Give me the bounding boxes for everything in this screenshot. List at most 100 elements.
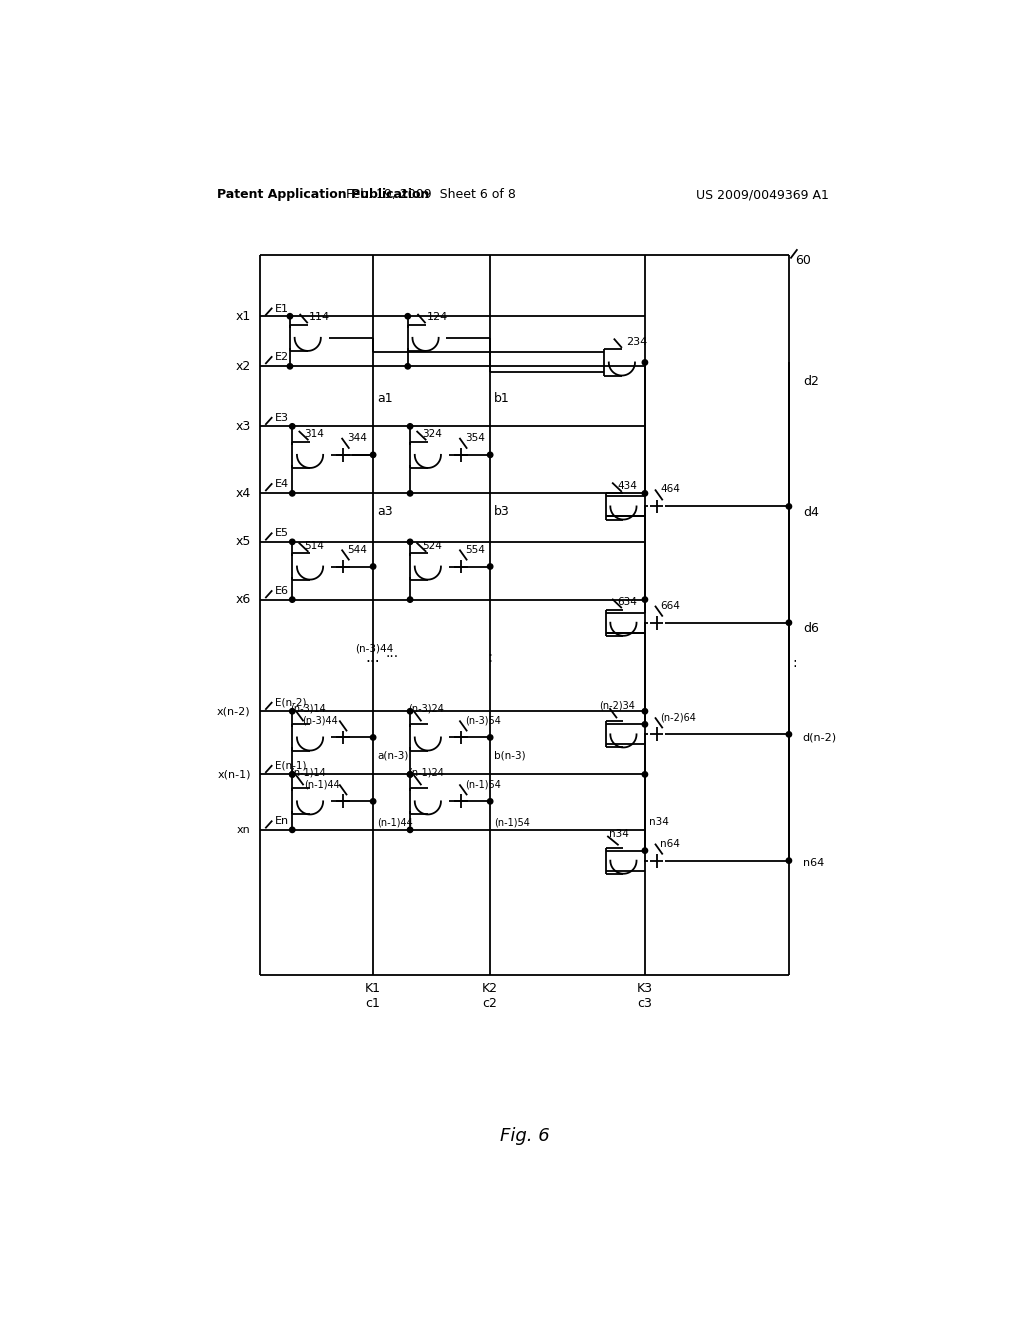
Text: 544: 544 (347, 545, 367, 554)
Circle shape (290, 539, 295, 545)
Circle shape (335, 729, 351, 746)
Text: (n-3)14: (n-3)14 (290, 704, 326, 714)
Text: xn: xn (237, 825, 251, 834)
Text: b3: b3 (494, 504, 510, 517)
Circle shape (637, 730, 644, 738)
Text: US 2009/0049369 A1: US 2009/0049369 A1 (695, 187, 828, 201)
Circle shape (453, 446, 469, 463)
Circle shape (648, 498, 665, 515)
Text: E2: E2 (274, 352, 289, 362)
Text: x1: x1 (236, 310, 251, 323)
Circle shape (290, 424, 295, 429)
Text: E3: E3 (274, 413, 289, 422)
Text: (n-1)54: (n-1)54 (465, 779, 501, 789)
Text: E(n-2): E(n-2) (274, 698, 306, 708)
Text: a3: a3 (377, 504, 392, 517)
Text: 524: 524 (422, 541, 442, 550)
Circle shape (371, 735, 376, 741)
Circle shape (324, 562, 331, 570)
Text: n34: n34 (649, 817, 669, 828)
Circle shape (637, 619, 644, 627)
Circle shape (408, 772, 413, 777)
Circle shape (288, 314, 293, 319)
Circle shape (648, 614, 665, 631)
Circle shape (786, 858, 792, 863)
Circle shape (406, 363, 411, 370)
Text: ...: ... (366, 649, 381, 665)
Circle shape (487, 735, 493, 741)
Text: (n-2)34: (n-2)34 (599, 701, 635, 711)
Text: 664: 664 (660, 601, 680, 611)
Text: n34: n34 (609, 829, 629, 838)
Circle shape (324, 797, 331, 805)
Circle shape (642, 722, 647, 727)
Text: 344: 344 (347, 433, 367, 444)
Circle shape (642, 597, 647, 602)
Text: E(n-1): E(n-1) (274, 760, 306, 771)
Text: :: : (793, 656, 798, 669)
Circle shape (786, 620, 792, 626)
Circle shape (441, 734, 449, 742)
Circle shape (290, 491, 295, 496)
Text: 434: 434 (617, 480, 638, 491)
Circle shape (324, 734, 331, 742)
Circle shape (786, 731, 792, 737)
Text: 314: 314 (304, 429, 325, 440)
Text: 554: 554 (465, 545, 484, 554)
Circle shape (487, 453, 493, 458)
Text: a(n-3): a(n-3) (377, 750, 409, 760)
Text: E1: E1 (274, 304, 289, 314)
Text: 354: 354 (465, 433, 484, 444)
Circle shape (408, 772, 413, 777)
Text: 464: 464 (660, 484, 680, 495)
Text: d4: d4 (803, 506, 818, 519)
Circle shape (371, 799, 376, 804)
Circle shape (635, 359, 643, 367)
Text: d(n-2): d(n-2) (803, 733, 837, 742)
Circle shape (408, 597, 413, 602)
Circle shape (487, 564, 493, 569)
Circle shape (441, 797, 449, 805)
Text: Feb. 19, 2009  Sheet 6 of 8: Feb. 19, 2009 Sheet 6 of 8 (346, 187, 516, 201)
Circle shape (648, 853, 665, 869)
Circle shape (642, 491, 647, 496)
Text: (n-1)44: (n-1)44 (304, 779, 340, 789)
Text: c1: c1 (366, 998, 381, 1010)
Circle shape (637, 503, 644, 511)
Circle shape (335, 558, 351, 576)
Circle shape (642, 772, 647, 777)
Circle shape (406, 314, 411, 319)
Text: 114: 114 (309, 312, 331, 322)
Circle shape (290, 709, 295, 714)
Text: K3: K3 (637, 982, 653, 995)
Circle shape (408, 491, 413, 496)
Circle shape (408, 539, 413, 545)
Text: Patent Application Publication: Patent Application Publication (217, 187, 429, 201)
Circle shape (453, 729, 469, 746)
Circle shape (642, 847, 647, 853)
Circle shape (637, 857, 644, 865)
Circle shape (642, 709, 647, 714)
Circle shape (408, 709, 413, 714)
Text: E6: E6 (274, 586, 289, 597)
Circle shape (408, 828, 413, 833)
Text: x6: x6 (236, 593, 251, 606)
Circle shape (324, 451, 331, 459)
Text: (n-3)54: (n-3)54 (465, 715, 501, 726)
Circle shape (290, 772, 295, 777)
Text: 124: 124 (427, 312, 449, 322)
Circle shape (321, 334, 329, 342)
Circle shape (290, 828, 295, 833)
Circle shape (438, 334, 446, 342)
Text: (n-2)64: (n-2)64 (660, 713, 696, 722)
Circle shape (441, 451, 449, 459)
Text: (n-3)44: (n-3)44 (302, 715, 338, 726)
Text: d2: d2 (803, 375, 818, 388)
Text: 324: 324 (422, 429, 442, 440)
Text: b1: b1 (494, 392, 510, 405)
Circle shape (453, 793, 469, 810)
Text: c3: c3 (638, 998, 652, 1010)
Text: b(n-3): b(n-3) (494, 750, 525, 760)
Circle shape (288, 363, 293, 370)
Text: (n-1)14: (n-1)14 (290, 768, 326, 777)
